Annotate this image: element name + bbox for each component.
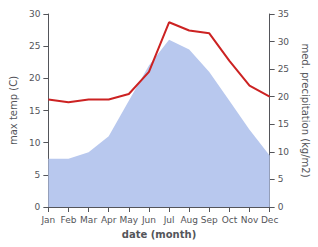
svg-text:max temp (C): max temp (C) (8, 76, 19, 145)
svg-text:date (month): date (month) (122, 229, 196, 240)
svg-text:Aug: Aug (180, 215, 198, 225)
svg-text:Jan: Jan (40, 215, 55, 225)
svg-text:Sep: Sep (201, 215, 218, 225)
svg-text:Jul: Jul (163, 215, 175, 225)
svg-text:30: 30 (29, 9, 41, 19)
svg-text:10: 10 (29, 138, 41, 148)
svg-text:0: 0 (278, 202, 284, 212)
svg-text:May: May (120, 215, 139, 225)
svg-text:med. precipitation (kg/m2): med. precipitation (kg/m2) (300, 43, 311, 177)
svg-text:35: 35 (278, 9, 289, 19)
svg-text:Dec: Dec (261, 215, 278, 225)
svg-text:30: 30 (278, 37, 290, 47)
svg-text:25: 25 (278, 64, 289, 74)
svg-text:Nov: Nov (241, 215, 259, 225)
svg-text:15: 15 (278, 119, 289, 129)
svg-text:0: 0 (35, 202, 41, 212)
svg-text:25: 25 (29, 41, 40, 51)
svg-text:Mar: Mar (80, 215, 97, 225)
svg-text:15: 15 (29, 106, 40, 116)
svg-text:Jun: Jun (141, 215, 156, 225)
svg-text:10: 10 (278, 147, 290, 157)
svg-text:20: 20 (29, 73, 41, 83)
svg-text:5: 5 (35, 170, 41, 180)
svg-text:Oct: Oct (222, 215, 238, 225)
svg-text:Feb: Feb (61, 215, 77, 225)
svg-text:5: 5 (278, 174, 284, 184)
svg-text:20: 20 (278, 92, 290, 102)
svg-text:Apr: Apr (101, 215, 117, 225)
